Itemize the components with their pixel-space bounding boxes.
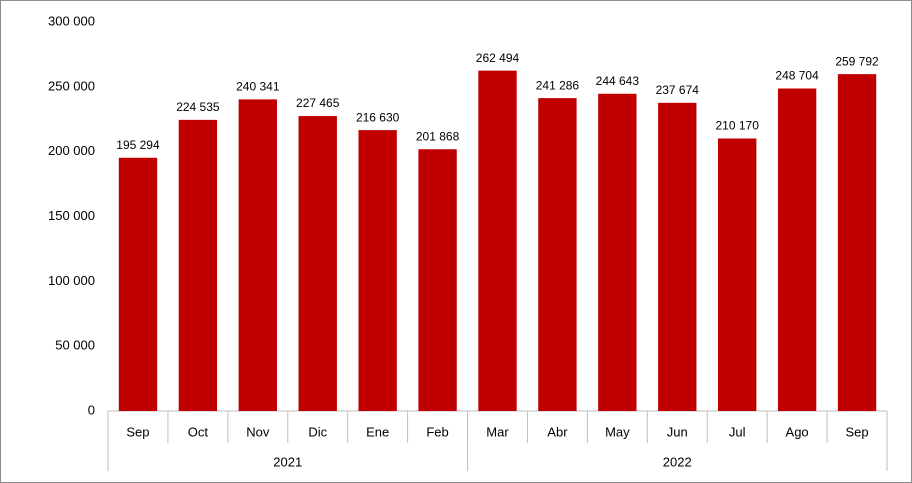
y-tick-label: 200 000 — [48, 143, 95, 158]
value-label: 262 494 — [476, 51, 520, 65]
x-tick-label: Dic — [308, 424, 327, 439]
group-label: 2021 — [273, 454, 302, 469]
y-tick-label: 50 000 — [55, 338, 95, 353]
value-label: 210 170 — [715, 119, 759, 133]
x-tick-label: Ago — [786, 424, 809, 439]
bar — [238, 99, 277, 411]
x-tick-label: Jul — [729, 424, 746, 439]
value-label: 224 535 — [176, 100, 220, 114]
x-tick-label: Oct — [188, 424, 209, 439]
bar — [358, 130, 397, 412]
bar — [538, 98, 577, 412]
value-label: 244 643 — [596, 74, 640, 88]
value-label: 248 704 — [775, 69, 819, 83]
bar — [118, 157, 158, 411]
bar — [178, 119, 218, 411]
bar — [718, 138, 757, 412]
value-label: 216 630 — [356, 110, 400, 124]
x-tick-label: Sep — [845, 424, 868, 439]
value-label: 227 465 — [296, 96, 340, 110]
bar — [298, 116, 337, 412]
bar — [658, 102, 697, 412]
y-tick-label: 0 — [88, 402, 95, 417]
bar — [598, 93, 637, 412]
bar — [837, 74, 877, 411]
y-tick-label: 300 000 — [48, 13, 95, 28]
y-tick-label: 150 000 — [48, 208, 95, 223]
y-tick-label: 100 000 — [48, 273, 95, 288]
x-tick-label: Abr — [547, 424, 568, 439]
bar — [418, 149, 457, 411]
value-label: 195 294 — [116, 138, 160, 152]
bar — [478, 70, 517, 411]
x-tick-label: Mar — [486, 424, 509, 439]
group-label: 2022 — [663, 454, 692, 469]
bar — [777, 88, 817, 411]
x-tick-label: Nov — [246, 424, 270, 439]
value-label: 237 674 — [656, 83, 700, 97]
value-label: 201 868 — [416, 129, 460, 143]
x-tick-label: Jun — [667, 424, 688, 439]
value-label: 241 286 — [536, 78, 580, 92]
x-tick-label: Sep — [126, 424, 149, 439]
x-tick-label: Ene — [366, 424, 389, 439]
value-label: 259 792 — [835, 54, 879, 68]
x-tick-label: May — [605, 424, 630, 439]
value-label: 240 341 — [236, 80, 280, 94]
y-tick-label: 250 000 — [48, 78, 95, 93]
x-tick-label: Feb — [426, 424, 448, 439]
